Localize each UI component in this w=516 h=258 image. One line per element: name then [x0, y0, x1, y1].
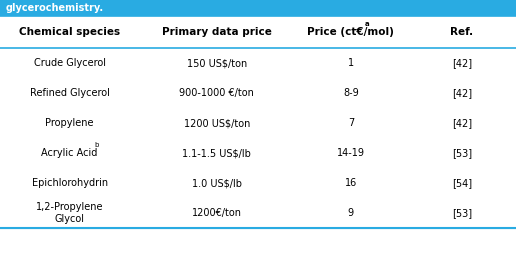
Text: Chemical species: Chemical species	[19, 27, 120, 37]
Text: 1.1-1.5 US$/lb: 1.1-1.5 US$/lb	[182, 148, 251, 158]
Text: 1,2-Propylene
Glycol: 1,2-Propylene Glycol	[36, 202, 103, 224]
Bar	[0, 48, 516, 78]
Text: [42]: [42]	[452, 58, 472, 68]
Text: a: a	[364, 21, 369, 27]
Text: 150 US$/ton: 150 US$/ton	[187, 58, 247, 68]
Bar	[0, 108, 516, 138]
Bar	[0, 0, 516, 228]
Text: 1200€/ton: 1200€/ton	[192, 208, 241, 218]
Text: b: b	[94, 142, 99, 148]
Text: Refined Glycerol: Refined Glycerol	[30, 88, 109, 98]
Text: 14-19: 14-19	[337, 148, 365, 158]
Text: [54]: [54]	[452, 178, 472, 188]
Text: Primary data price: Primary data price	[162, 27, 271, 37]
Text: glycerochemistry.: glycerochemistry.	[6, 3, 104, 13]
Text: Acrylic Acid: Acrylic Acid	[41, 148, 98, 158]
Text: [53]: [53]	[452, 208, 472, 218]
Bar	[0, 16, 516, 48]
Text: 7: 7	[348, 118, 354, 128]
Bar	[0, 0, 516, 16]
Text: 1: 1	[348, 58, 354, 68]
Bar	[0, 168, 516, 198]
Text: 900-1000 €/ton: 900-1000 €/ton	[179, 88, 254, 98]
Bar	[0, 138, 516, 168]
Text: Price (ct€/mol): Price (ct€/mol)	[308, 27, 394, 37]
Text: 9: 9	[348, 208, 354, 218]
Bar	[0, 78, 516, 108]
Text: 1.0 US$/lb: 1.0 US$/lb	[192, 178, 241, 188]
Text: 1200 US$/ton: 1200 US$/ton	[184, 118, 250, 128]
Text: Ref.: Ref.	[450, 27, 473, 37]
Text: Crude Glycerol: Crude Glycerol	[34, 58, 106, 68]
Text: 16: 16	[345, 178, 357, 188]
Text: [42]: [42]	[452, 88, 472, 98]
Text: [42]: [42]	[452, 118, 472, 128]
Text: 8-9: 8-9	[343, 88, 359, 98]
Bar	[0, 198, 516, 228]
Text: [53]: [53]	[452, 148, 472, 158]
Text: Epichlorohydrin: Epichlorohydrin	[31, 178, 108, 188]
Text: Propylene: Propylene	[45, 118, 94, 128]
